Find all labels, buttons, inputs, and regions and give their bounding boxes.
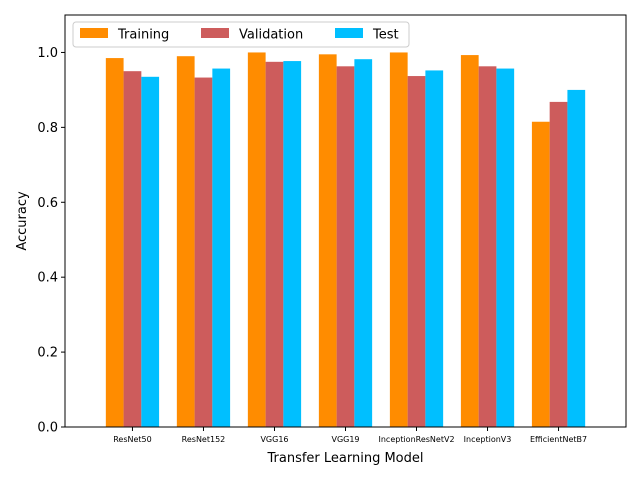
y-tick-label: 1.0 (37, 46, 58, 61)
legend: Training Validation Test (72, 21, 410, 48)
bar-validation-inceptionv3 (478, 66, 497, 427)
y-tick-label: 0.0 (37, 421, 58, 436)
legend-swatch-training (80, 28, 108, 38)
x-tick-label: VGG19 (331, 435, 359, 444)
legend-swatch-validation (201, 28, 229, 38)
bar-test-inceptionv3 (496, 68, 515, 427)
x-tick-label: InceptionResNetV2 (378, 435, 454, 444)
bar-validation-efficientnetb7 (549, 101, 568, 428)
x-axis-ticks: ResNet50 ResNet152 VGG16 VGG19 InceptionResN… (113, 427, 587, 444)
x-tick-label: InceptionV3 (464, 435, 512, 444)
bar-test-vgg19 (354, 59, 373, 428)
legend-swatch-test (335, 28, 363, 38)
legend-label-validation: Validation (239, 28, 303, 43)
bar-test-resnet50 (141, 76, 160, 428)
bar-validation-vgg16 (265, 61, 284, 428)
bar-test-inceptionresnetv2 (425, 70, 444, 427)
bar-training-efficientnetb7 (531, 121, 550, 427)
x-tick-label: ResNet50 (113, 435, 152, 444)
x-tick-label: EfficientNetB7 (530, 435, 587, 444)
y-axis-ticks: 0.0 0.2 0.4 0.6 0.8 1.0 (37, 46, 65, 436)
legend-box (72, 21, 410, 48)
bar-training-vgg16 (247, 52, 266, 428)
bar-training-inceptionresnetv2 (389, 52, 408, 428)
x-tick-label: ResNet152 (182, 435, 226, 444)
y-tick-label: 0.2 (37, 346, 58, 361)
y-axis-label: Accuracy (15, 191, 30, 251)
bar-validation-resnet50 (123, 71, 142, 427)
bars-layer (105, 52, 586, 428)
bar-test-efficientnetb7 (567, 89, 586, 427)
y-tick-label: 0.6 (37, 196, 58, 211)
y-tick-label: 0.4 (37, 271, 58, 286)
bar-test-resnet152 (212, 68, 231, 427)
bar-training-resnet50 (105, 58, 124, 428)
x-axis-label: Transfer Learning Model (266, 451, 423, 466)
bar-validation-inceptionresnetv2 (407, 76, 426, 428)
bar-validation-vgg19 (336, 66, 355, 427)
bar-training-inceptionv3 (460, 55, 479, 428)
bar-test-vgg16 (283, 61, 302, 427)
bar-validation-resnet152 (194, 77, 213, 428)
legend-label-test: Test (372, 28, 399, 43)
y-tick-label: 0.8 (37, 121, 58, 136)
bar-training-vgg19 (318, 54, 337, 428)
legend-label-training: Training (117, 28, 169, 43)
x-tick-label: VGG16 (260, 435, 288, 444)
bar-training-resnet152 (176, 56, 195, 427)
